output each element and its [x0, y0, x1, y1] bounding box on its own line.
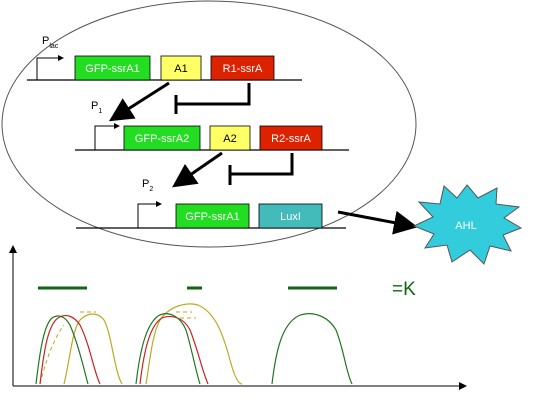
- gene-box-r1-ssra: [210, 55, 275, 81]
- repression-line-r2: [230, 153, 294, 176]
- curve-yellow-dashed-1: [39, 311, 96, 385]
- curve-green-3: [271, 313, 353, 385]
- promoter-arrow-p1: [94, 125, 118, 150]
- gene-label-r2-ssra: R2-ssrA: [271, 133, 311, 145]
- ahl-production-arrow: [337, 210, 418, 235]
- gene-row-3: P2 GFP-ssrA1 LuxI: [76, 178, 346, 229]
- repression-line-r1: [176, 83, 251, 106]
- gene-label-gfp-ssra1: GFP-ssrA1: [85, 63, 139, 75]
- cell-boundary: [1, 0, 417, 248]
- promoter-label-plac: Plac: [42, 35, 59, 50]
- promoter-arrow-plac: [36, 57, 62, 80]
- curve-yellow-dashed-2: [176, 311, 196, 319]
- gene-label-gfp-ssra2: GFP-ssrA2: [135, 133, 189, 145]
- gene-row-1: Plac GFP-ssrA1 A1 R1-ssrA: [27, 35, 302, 81]
- gene-box-r2-ssra: [259, 125, 323, 151]
- gene-label-a2: A2: [223, 133, 236, 145]
- gene-box-a2: [209, 125, 251, 151]
- gene-label-r1-ssra: R1-ssrA: [223, 63, 263, 75]
- gene-box-gfp-ssra1: [74, 55, 151, 81]
- gene-label-luxi: LuxI: [280, 211, 301, 223]
- curve-red-1: [39, 315, 101, 385]
- curve-yellow-solid-2: [145, 303, 243, 385]
- promoter-label-p2: P2: [142, 178, 153, 193]
- activation-arrow-a1: [108, 81, 170, 122]
- gene-label-a1: A1: [174, 63, 187, 75]
- gene-box-gfp-ssra2: [123, 125, 201, 151]
- equation-label: =K: [392, 279, 416, 300]
- curve-yellow-solid-1: [63, 313, 123, 385]
- curve-green-1: [35, 315, 89, 385]
- promoter-arrow-p2: [137, 203, 160, 228]
- ahl-label: AHL: [455, 220, 476, 232]
- curve-red-2: [139, 315, 209, 385]
- activation-arrow-a2: [172, 151, 223, 188]
- gene-box-luxi: [258, 203, 323, 229]
- ahl-starburst: [412, 184, 523, 265]
- promoter-label-p1: P1: [91, 100, 102, 115]
- gene-row-2: P1 GFP-ssrA2 A2 R2-ssrA: [75, 100, 349, 151]
- curve-green-2: [135, 313, 201, 385]
- gene-label-gfp-ssra1-row3: GFP-ssrA1: [185, 211, 239, 223]
- gene-box-gfp-ssra1-row3: [175, 203, 250, 229]
- gene-box-a1: [160, 55, 202, 81]
